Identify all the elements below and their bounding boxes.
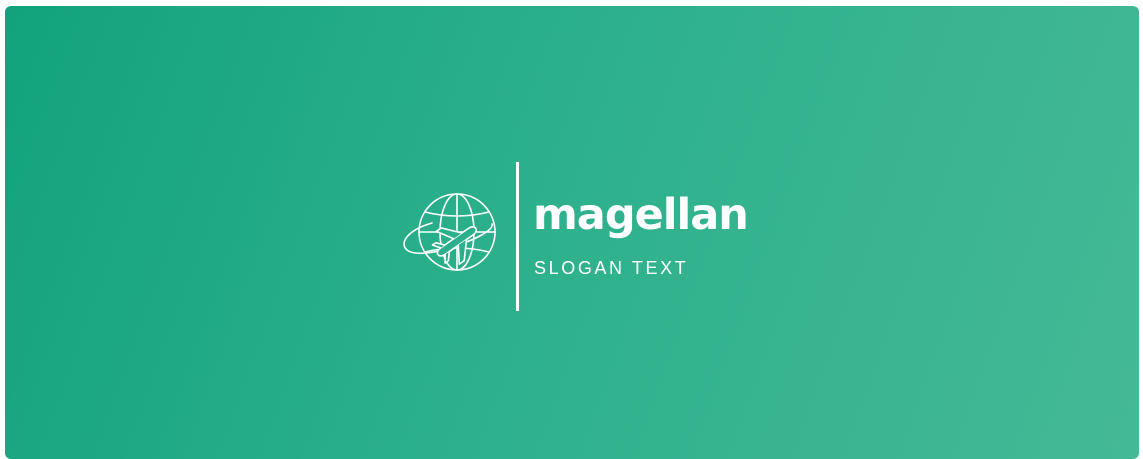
banner: magellan SLOGAN TEXT <box>5 6 1139 459</box>
logo-divider <box>516 162 519 311</box>
globe-with-airplane-icon <box>403 193 496 271</box>
brand-name: magellan <box>533 190 749 240</box>
slogan: SLOGAN TEXT <box>534 258 689 278</box>
logo: magellan SLOGAN TEXT <box>398 158 749 312</box>
